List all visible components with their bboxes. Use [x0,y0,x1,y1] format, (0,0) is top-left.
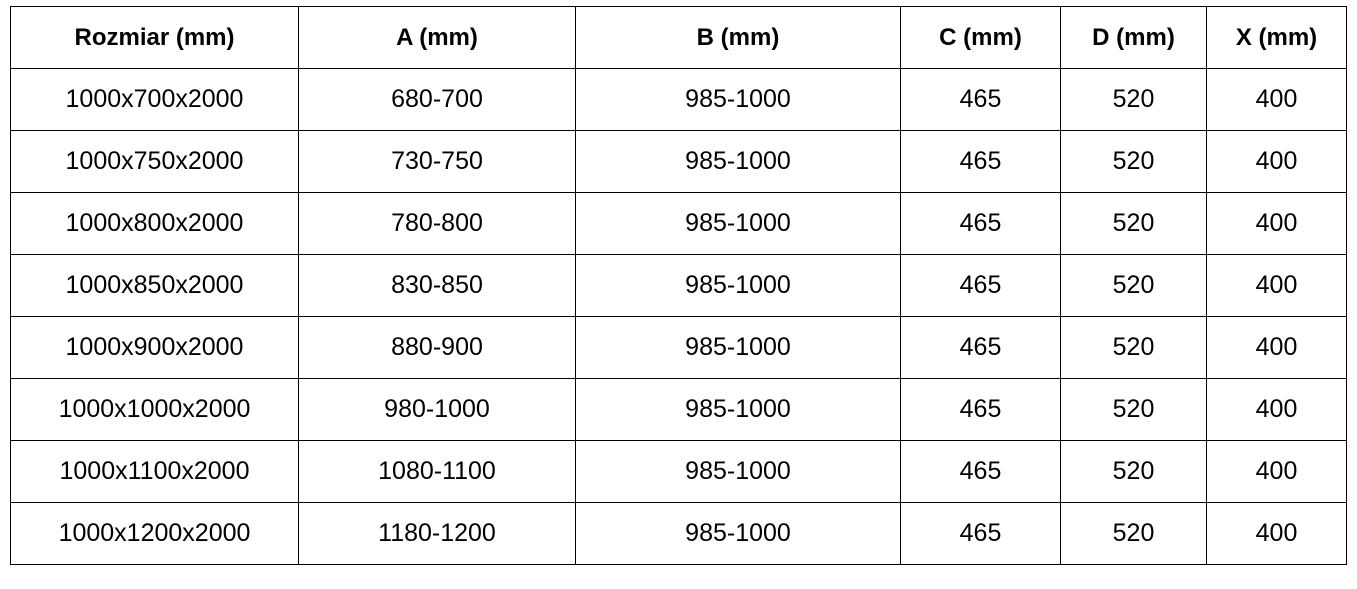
table-cell: 465 [900,378,1061,441]
table-cell: 985-1000 [575,130,901,193]
table-cell: 520 [1060,502,1207,565]
table-cell: 985-1000 [575,378,901,441]
table-cell: 400 [1206,316,1347,379]
table-cell: 985-1000 [575,68,901,131]
table-row: 1000x850x2000 830-850 985-1000 465 520 400 [10,254,1347,317]
table-cell: 465 [900,316,1061,379]
table-row: 1000x1000x2000 980-1000 985-1000 465 520 400 [10,378,1347,441]
column-header: D (mm) [1060,6,1207,69]
table-cell: 985-1000 [575,440,901,503]
table-cell: 400 [1206,502,1347,565]
table-cell: 520 [1060,316,1207,379]
table-cell: 680-700 [298,68,576,131]
table-cell: 830-850 [298,254,576,317]
table-cell: 465 [900,192,1061,255]
table-cell: 1000x1000x2000 [10,378,299,441]
dimensions-table: Rozmiar (mm) A (mm) B (mm) C (mm) D (mm) X (m… [10,6,1347,565]
table-cell: 985-1000 [575,192,901,255]
table-cell: 1000x700x2000 [10,68,299,131]
column-header: Rozmiar (mm) [10,6,299,69]
table-row: 1000x750x2000 730-750 985-1000 465 520 400 [10,130,1347,193]
header-row: Rozmiar (mm) A (mm) B (mm) C (mm) D (mm) X (m… [10,6,1347,69]
table-row: 1000x700x2000 680-700 985-1000 465 520 400 [10,68,1347,131]
table-cell: 1080-1100 [298,440,576,503]
table-cell: 520 [1060,68,1207,131]
table-cell: 520 [1060,378,1207,441]
table-cell: 400 [1206,254,1347,317]
table-cell: 400 [1206,440,1347,503]
table-cell: 400 [1206,378,1347,441]
table-cell: 780-800 [298,192,576,255]
table-cell: 880-900 [298,316,576,379]
table-row: 1000x1100x2000 1080-1100 985-1000 465 520 400 [10,440,1347,503]
table-cell: 980-1000 [298,378,576,441]
table-row: 1000x1200x2000 1180-1200 985-1000 465 520 400 [10,502,1347,565]
table-cell: 465 [900,130,1061,193]
table-cell: 520 [1060,192,1207,255]
table-cell: 400 [1206,68,1347,131]
column-header: X (mm) [1206,6,1347,69]
column-header: B (mm) [575,6,901,69]
table-cell: 985-1000 [575,316,901,379]
table-cell: 465 [900,254,1061,317]
table-cell: 465 [900,502,1061,565]
table-cell: 730-750 [298,130,576,193]
table-cell: 520 [1060,254,1207,317]
table-cell: 1000x1200x2000 [10,502,299,565]
column-header: A (mm) [298,6,576,69]
table-cell: 520 [1060,440,1207,503]
table-row: 1000x900x2000 880-900 985-1000 465 520 400 [10,316,1347,379]
table-cell: 1180-1200 [298,502,576,565]
table-cell: 400 [1206,192,1347,255]
table-cell: 1000x900x2000 [10,316,299,379]
table-cell: 1000x850x2000 [10,254,299,317]
table-cell: 1000x800x2000 [10,192,299,255]
table-cell: 1000x750x2000 [10,130,299,193]
table-cell: 985-1000 [575,254,901,317]
table-cell: 465 [900,68,1061,131]
table-cell: 465 [900,440,1061,503]
table-cell: 1000x1100x2000 [10,440,299,503]
table-cell: 400 [1206,130,1347,193]
table-row: 1000x800x2000 780-800 985-1000 465 520 400 [10,192,1347,255]
column-header: C (mm) [900,6,1061,69]
table-cell: 520 [1060,130,1207,193]
table-cell: 985-1000 [575,502,901,565]
